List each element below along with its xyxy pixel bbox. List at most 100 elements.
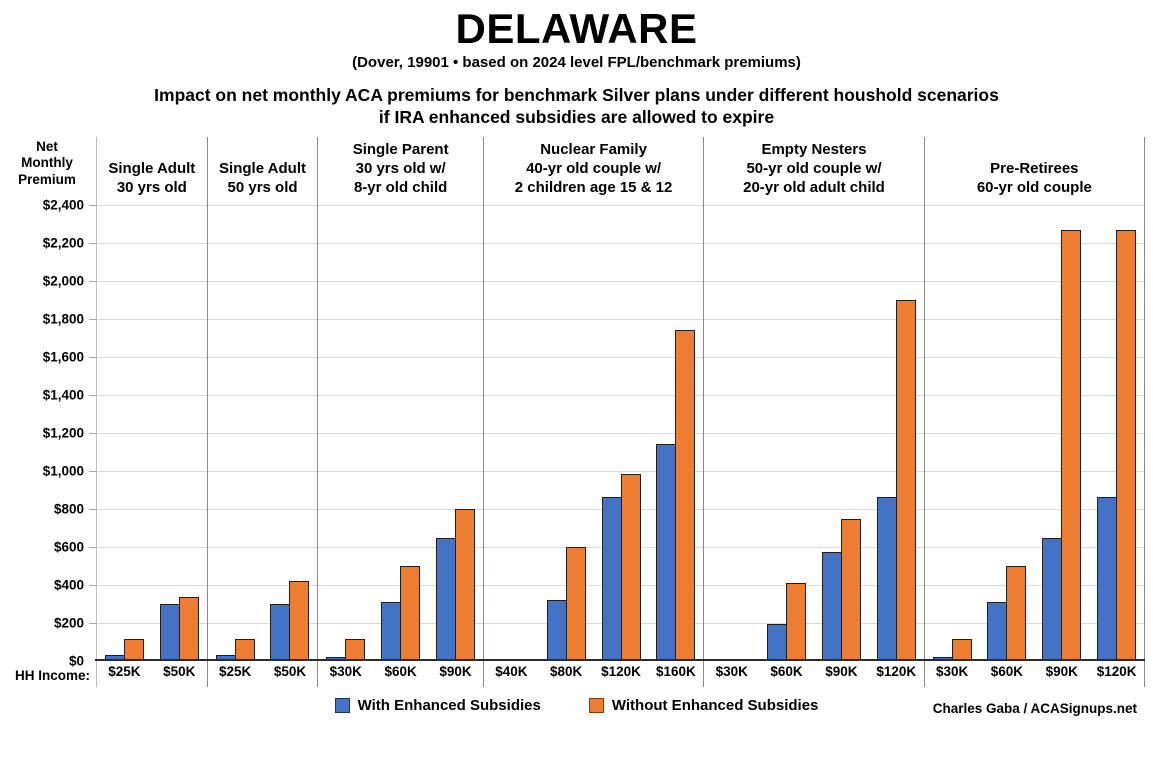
gridline	[89, 242, 1145, 244]
legend-swatch-without-subsidies	[588, 697, 604, 713]
legend-label-without-subsidies: Without Enhanced Subsidies	[611, 696, 819, 714]
bar-with-subsidies	[159, 603, 180, 659]
bar-slot	[594, 203, 649, 659]
income-label: $60K	[384, 664, 417, 680]
y-tick-label: $200	[53, 615, 84, 631]
bar-slot	[373, 203, 428, 659]
group-bars	[704, 203, 923, 659]
group-bars	[97, 203, 207, 659]
income-label: $30K	[329, 664, 362, 680]
scenario-group: Single Adult 50 yrs old $25K $50K	[208, 136, 319, 687]
tick-mark	[89, 432, 96, 434]
chart-footer: With Enhanced Subsidies Without Enhanced…	[0, 697, 1153, 729]
y-axis-column: Net Monthly Premium $2,400 $2,200 $2,000 $1…	[6, 137, 96, 687]
bar-without-subsidies	[400, 565, 421, 659]
y-tick-label: $0	[68, 653, 84, 669]
bar-with-subsidies	[1042, 537, 1063, 659]
tick-mark	[89, 204, 96, 206]
tick-mark	[89, 394, 96, 396]
gridline	[89, 318, 1145, 320]
y-tick-label: $400	[53, 577, 84, 593]
bar-slot	[704, 203, 759, 659]
income-label: $120K	[876, 664, 917, 680]
group-incomes: $30K $60K $90K	[318, 659, 483, 685]
group-header: Single Parent 30 yrs old w/ 8-yr old chi…	[352, 141, 449, 196]
bar-slot	[97, 203, 152, 659]
bar-without-subsidies	[565, 546, 586, 659]
scenario-group: Nuclear Family 40-yr old couple w/ 2 chi…	[484, 136, 705, 687]
group-bars	[318, 203, 483, 659]
bar-slot	[925, 203, 980, 659]
group-incomes: $30K $60K $90K $120K	[704, 659, 923, 685]
tick-mark	[89, 470, 96, 472]
gridline	[89, 204, 1145, 206]
y-tick-label: $1,800	[42, 311, 84, 327]
chart-area: Net Monthly Premium $2,400 $2,200 $2,000 $1…	[6, 136, 1146, 687]
y-tick-label: $600	[53, 539, 84, 555]
chart-subtitle: (Dover, 19901 • based on 2024 level FPL/…	[352, 53, 801, 71]
group-bars	[925, 203, 1144, 659]
gridline	[89, 394, 1145, 396]
bar-slot	[428, 203, 483, 659]
bar-without-subsidies	[675, 329, 696, 659]
gridline	[89, 356, 1145, 358]
bar-slot	[1089, 203, 1144, 659]
bar-without-subsidies	[620, 473, 641, 659]
group-incomes: $30K $60K $90K $120K	[925, 659, 1144, 685]
income-label: $25K	[218, 664, 252, 680]
y-tick-label: $1,600	[42, 349, 84, 365]
bar-with-subsidies	[435, 537, 456, 659]
y-axis-title: Net Monthly Premium	[18, 138, 76, 188]
bar-without-subsidies	[895, 299, 916, 659]
group-header: Single Adult 50 yrs old	[219, 160, 306, 196]
tick-mark	[89, 584, 96, 586]
bar-without-subsidies	[1061, 229, 1082, 659]
group-incomes: $40K $80K $120K $160K	[484, 659, 703, 685]
bar-without-subsidies	[840, 518, 861, 659]
bar-without-subsidies	[786, 582, 807, 659]
group-incomes: $25K $50K	[97, 659, 207, 685]
group-header: Empty Nesters 50-yr old couple w/ 20-yr …	[743, 141, 885, 196]
bar-with-subsidies	[876, 496, 897, 659]
bar-with-subsidies	[381, 601, 402, 659]
bar-with-subsidies	[656, 443, 677, 659]
income-label: $120K	[1096, 664, 1137, 680]
legend-swatch-with-subsidies	[334, 697, 350, 713]
income-label: $60K	[770, 664, 803, 680]
y-tick-label: $2,400	[42, 197, 84, 213]
bar-slot	[1034, 203, 1089, 659]
bar-without-subsidies	[178, 596, 199, 659]
tick-mark	[89, 508, 96, 510]
bar-slot	[980, 203, 1035, 659]
income-label: $90K	[1045, 664, 1078, 680]
group-header: Single Adult 30 yrs old	[108, 160, 196, 196]
income-label: $160K	[655, 664, 696, 680]
bar-without-subsidies	[289, 580, 310, 659]
group-header: Nuclear Family 40-yr old couple w/ 2 chi…	[514, 141, 673, 196]
income-label: $25K	[108, 664, 141, 680]
y-axis-labels: $2,400 $2,200 $2,000 $1,800 $1,600 $1,400 $1,2…	[6, 197, 84, 668]
income-label: $90K	[439, 664, 472, 680]
scenario-group: Single Parent 30 yrs old w/ 8-yr old chi…	[318, 136, 484, 687]
group-incomes: $25K $50K	[208, 659, 318, 685]
bar-with-subsidies	[270, 603, 291, 659]
chart-title: DELAWARE	[455, 5, 698, 52]
bar-without-subsidies	[1006, 565, 1027, 659]
income-label: $50K	[273, 664, 307, 680]
bar-without-subsidies	[1116, 229, 1137, 659]
bar-slot	[759, 203, 814, 659]
bar-slot	[814, 203, 869, 659]
hh-income-label: HH Income:	[14, 667, 90, 683]
scenario-group: Empty Nesters 50-yr old couple w/ 20-yr …	[704, 136, 925, 687]
income-label: $80K	[550, 664, 583, 680]
gridline	[89, 470, 1145, 472]
tick-mark	[89, 242, 96, 244]
x-axis-line	[95, 658, 1145, 661]
y-tick-label: $1,000	[42, 463, 84, 479]
legend: With Enhanced Subsidies Without Enhanced…	[0, 697, 1153, 714]
bar-with-subsidies	[987, 601, 1008, 659]
income-label: $90K	[825, 664, 858, 680]
y-tick-label: $1,200	[42, 425, 84, 441]
bar-with-subsidies	[1097, 496, 1118, 659]
tick-mark	[89, 356, 96, 358]
